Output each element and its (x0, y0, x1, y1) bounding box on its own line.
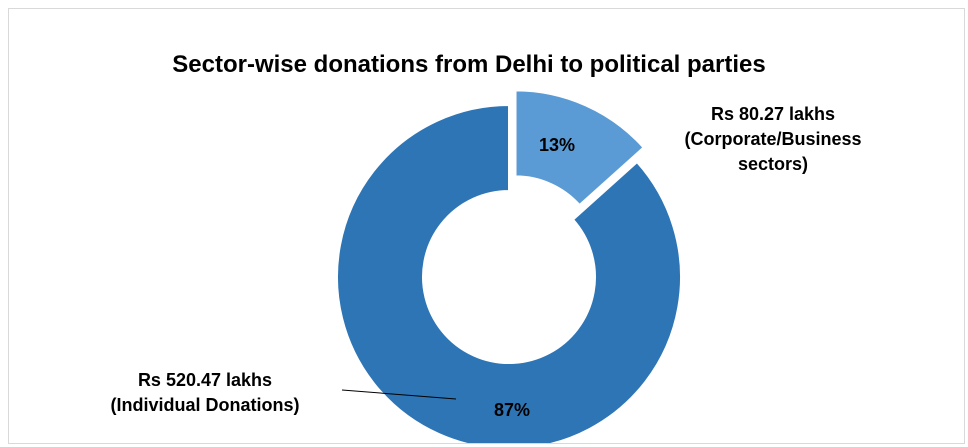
category-label-individual: Rs 520.47 lakhs (Individual Donations) (65, 368, 345, 418)
chart-frame: Sector-wise donations from Delhi to poli… (8, 8, 965, 444)
data-label-corporate-percent: 13% (538, 135, 576, 155)
pie-slice-individual (336, 103, 682, 443)
category-label-corporate: Rs 80.27 lakhs (Corporate/Business secto… (643, 102, 903, 177)
leader-line (341, 389, 457, 400)
category-label-individual-line1: Rs 520.47 lakhs (137, 370, 273, 390)
donut-chart (336, 89, 682, 443)
chart-title: Sector-wise donations from Delhi to poli… (172, 51, 766, 78)
category-label-corporate-line2: (Corporate/Business (684, 129, 862, 149)
category-label-individual-line2: (Individual Donations) (110, 395, 300, 415)
category-label-corporate-line1: Rs 80.27 lakhs (710, 104, 836, 124)
pie-slice-corporate (514, 89, 645, 207)
data-label-individual-percent: 87% (493, 400, 531, 420)
category-label-corporate-line3: sectors) (737, 154, 809, 174)
